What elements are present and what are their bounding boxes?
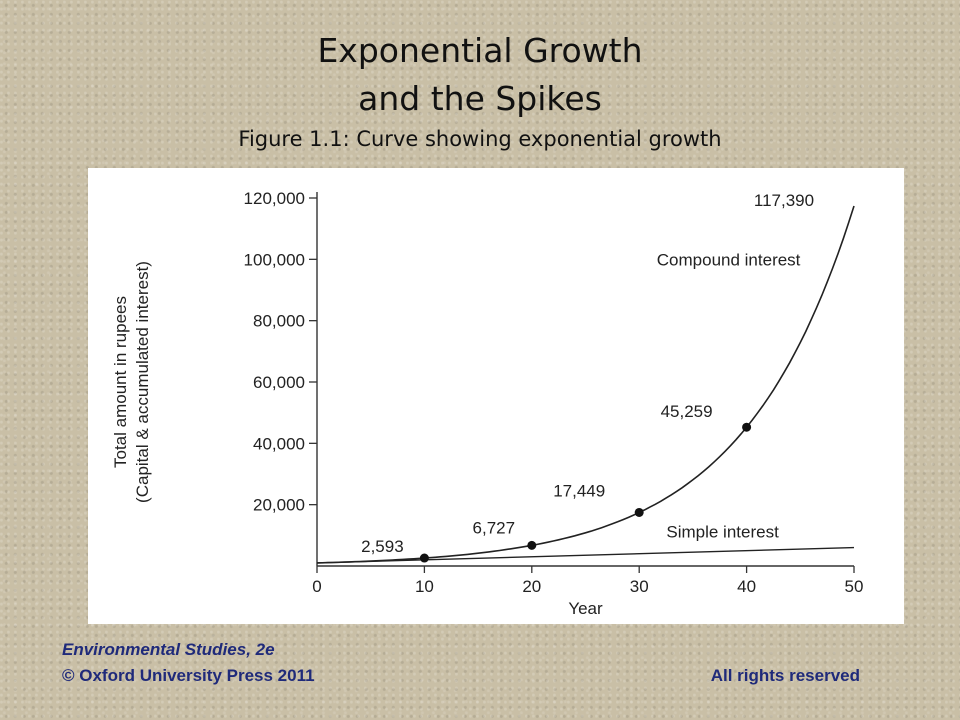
compound-interest-curve [316, 205, 855, 564]
x-tick-label: 30 [630, 577, 649, 596]
chart-series [316, 205, 855, 564]
y-tick-label: 120,000 [244, 189, 305, 208]
simple-interest-series-label: Simple interest [666, 523, 779, 542]
compound-interest-point [742, 422, 752, 432]
x-tick-label: 0 [312, 577, 321, 596]
footer-rights: All rights reserved [710, 666, 860, 685]
compound-value-label: 2,593 [361, 537, 404, 556]
y-axis-label-line-1: Total amount in rupees [111, 296, 130, 468]
compound-interest-point [527, 540, 537, 550]
x-tick-label: 50 [845, 577, 864, 596]
compound-value-label: 45,259 [661, 402, 713, 421]
x-axis-label: Year [568, 599, 603, 618]
y-tick-label: 40,000 [253, 434, 305, 453]
chart-labels: Year Total amount in rupees (Capital & acc… [111, 191, 814, 618]
slide-title-line-1: Exponential Growth [317, 31, 643, 70]
slide-title-line-2: and the Spikes [358, 79, 602, 118]
figure-caption: Figure 1.1: Curve showing exponential gr… [238, 127, 722, 151]
exponential-growth-chart: 20,000 40,000 60,000 80,000 100,000 120,000 0 1… [111, 189, 864, 618]
y-tick-label: 20,000 [253, 496, 305, 515]
x-tick-label: 40 [737, 577, 756, 596]
simple-interest-line [316, 546, 855, 564]
chart-ticks: 20,000 40,000 60,000 80,000 100,000 120,000 0 1… [244, 189, 864, 596]
compound-value-label: 117,390 [754, 191, 814, 210]
y-tick-label: 80,000 [253, 312, 305, 331]
y-axis-label-line-2: (Capital & accumulated interest) [133, 261, 152, 503]
x-tick-label: 20 [522, 577, 541, 596]
compound-interest-point [634, 507, 644, 517]
compound-interest-point [419, 553, 429, 563]
y-tick-label: 60,000 [253, 373, 305, 392]
chart-axes [316, 192, 854, 567]
compound-value-label: 6,727 [473, 518, 516, 537]
footer-copyright: © Oxford University Press 2011 [62, 666, 315, 685]
chart-panel: 20,000 40,000 60,000 80,000 100,000 120,000 0 1… [88, 168, 904, 624]
y-tick-label: 100,000 [244, 250, 305, 269]
compound-value-label: 17,449 [553, 481, 605, 500]
footer-book-title: Environmental Studies, 2e [62, 640, 275, 659]
compound-interest-series-label: Compound interest [657, 250, 801, 269]
x-tick-label: 10 [415, 577, 434, 596]
